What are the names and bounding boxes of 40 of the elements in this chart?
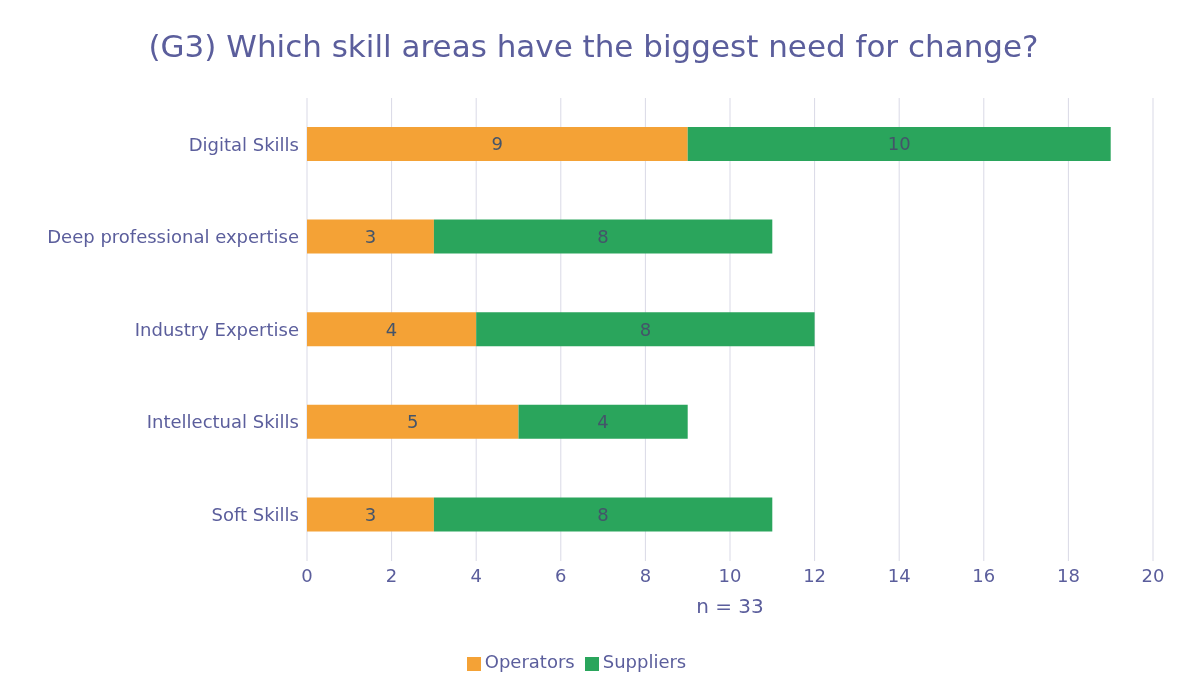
data-label: 5 (407, 411, 419, 433)
data-label: 4 (385, 318, 398, 340)
bar (307, 312, 477, 347)
y-tick-label: Industry Expertise (134, 318, 299, 340)
legend-label: Operators (484, 651, 575, 672)
chart-title: (G3) Which skill areas have the biggest need for change? (147, 27, 1040, 66)
x-tick-label: 0 (301, 564, 313, 586)
bar (307, 497, 434, 532)
bar (433, 219, 773, 254)
bar (476, 312, 815, 347)
x-tick-label: 10 (718, 564, 742, 586)
x-tick-label: 18 (1056, 564, 1080, 586)
x-tick-label: 2 (385, 564, 398, 586)
y-tick-label: Digital Skills (188, 133, 299, 155)
bar (433, 497, 773, 532)
y-tick-label: Deep professional expertise (47, 226, 299, 248)
x-tick-label: 14 (887, 564, 911, 586)
x-tick-label: 6 (555, 564, 567, 586)
data-label: 3 (364, 503, 377, 525)
x-tick-label: 4 (470, 564, 482, 586)
bar (687, 127, 1111, 161)
bar (307, 127, 688, 161)
x-tick-label: 16 (972, 564, 996, 586)
data-label: 4 (597, 411, 609, 433)
x-tick-label: 12 (803, 564, 827, 586)
data-label: 9 (491, 133, 504, 155)
data-label: 10 (887, 133, 911, 155)
legend-label: Suppliers (602, 651, 687, 672)
x-tick-label: 8 (639, 564, 652, 586)
bar (307, 404, 519, 439)
data-label: 8 (639, 318, 652, 340)
bar (518, 404, 688, 439)
x-tick-label: 20 (1141, 564, 1165, 586)
y-tick-label: Intellectual Skills (146, 411, 299, 433)
data-label: 3 (364, 225, 377, 247)
bar (307, 219, 434, 254)
x-axis-title: n = 33 (696, 594, 764, 618)
data-label: 8 (597, 225, 609, 247)
y-tick-label: Soft Skills (211, 504, 299, 526)
data-label: 8 (597, 503, 609, 525)
